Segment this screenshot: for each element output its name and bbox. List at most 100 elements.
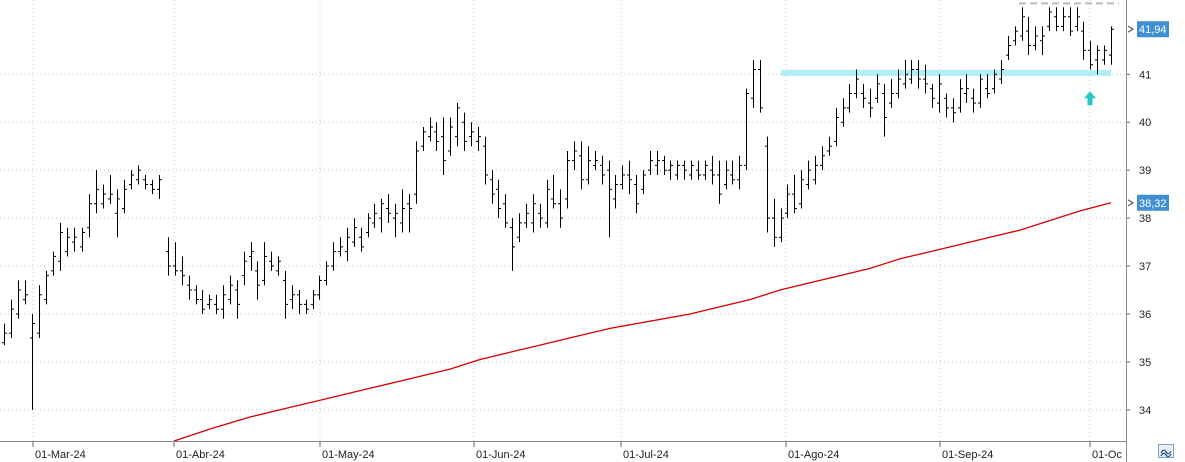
ohlc-bar (730, 160, 735, 185)
ohlc-bar (311, 290, 316, 310)
ohlc-bar (909, 59, 914, 84)
ohlc-bar (386, 194, 391, 223)
ohlc-bar (655, 150, 660, 175)
ohlc-bar (80, 227, 85, 252)
x-tick-label: 01-Oc (1092, 449, 1122, 461)
ohlc-bar (916, 59, 921, 89)
ohlc-bar (393, 203, 398, 238)
ohlc-bar (875, 74, 880, 104)
ohlc-bar (593, 150, 598, 171)
ma-value-tag-text: 38,32 (1139, 198, 1167, 210)
ohlc-bar (469, 122, 474, 147)
ohlc-bar (262, 242, 267, 286)
ohlc-bar (108, 174, 113, 204)
ohlc-bar (166, 237, 171, 276)
ohlc-bar (2, 323, 7, 346)
ohlc-bar (157, 174, 162, 199)
ohlc-bar (490, 170, 495, 204)
ohlc-bar (558, 189, 563, 228)
ohlc-bar (496, 179, 501, 219)
ohlc-bar (510, 218, 515, 271)
ohlc-bar (441, 117, 446, 175)
axes: 34 35 36 37 38 39 40 41 01-Mar-24 01-Abr-24 01-May… (0, 0, 1151, 462)
ohlc-bar (799, 170, 804, 209)
ohlc-bar (136, 165, 141, 185)
ohlc-bar (930, 83, 935, 108)
ohlc-bar (1088, 40, 1093, 70)
ohlc-bar (758, 59, 763, 113)
ohlc-bar (366, 213, 371, 238)
annotations: 41,94 38,32 (1084, 21, 1169, 211)
ohlc-bar (827, 136, 832, 156)
ohlc-bar (1054, 7, 1059, 32)
level-lines (781, 2, 1119, 76)
ohlc-bar (1068, 7, 1073, 36)
ohlc-bar (129, 170, 134, 190)
ohlc-bar (304, 299, 309, 314)
ohlc-bar (675, 160, 680, 180)
ohlc-bar (937, 74, 942, 113)
grid-lines (0, 0, 1126, 441)
ohlc-bar (187, 275, 192, 300)
ohlc-bar (400, 189, 405, 233)
y-tick-label: 38 (1139, 213, 1151, 225)
ohlc-bar (242, 251, 247, 286)
ohlc-bar (847, 83, 852, 113)
ohlc-bar (710, 155, 715, 185)
ohlc-bar (1013, 26, 1018, 46)
ohlc-bar (903, 59, 908, 89)
ohlc-bar (985, 74, 990, 99)
wave-icon (1160, 449, 1172, 457)
ohlc-bar (641, 170, 646, 195)
ohlc-bar (1040, 26, 1045, 56)
ohlc-bar (737, 155, 742, 190)
ohlc-bar (372, 203, 377, 228)
ohlc-bar (297, 290, 302, 314)
ohlc-bar (180, 256, 185, 286)
ohlc-bar (72, 227, 77, 252)
ohlc-bar (1102, 45, 1107, 65)
ohlc-bar (779, 208, 784, 243)
ohlc-bar (889, 79, 894, 108)
ohlc-bar (51, 251, 56, 276)
ohlc-bar (345, 227, 350, 262)
ohlc-bar (58, 222, 63, 271)
ohlc-bar (1026, 16, 1031, 56)
ohlc-bar (627, 160, 632, 195)
ohlc-bar (978, 74, 983, 108)
ohlc-bar (16, 280, 21, 319)
ohlc-bar (317, 275, 322, 300)
ohlc-bar (194, 285, 199, 305)
up-arrow-icon (1084, 91, 1096, 106)
ohlc-bar (476, 127, 481, 151)
ma-value-tag-box (1137, 194, 1169, 211)
ohlc-bar (861, 83, 866, 108)
ohlc-bar (37, 285, 42, 338)
y-tick-label: 37 (1139, 261, 1151, 273)
ohlc-bar (214, 294, 219, 314)
chart-menu-button[interactable] (1158, 444, 1174, 458)
ohlc-bar (958, 79, 963, 113)
x-tick-label: 01-Jul-24 (623, 449, 669, 461)
ohlc-bar (785, 184, 790, 219)
ohlc-bar (290, 285, 295, 310)
ohlc-bar (283, 270, 288, 319)
ohlc-bar (531, 194, 536, 233)
ohlc-bar (143, 174, 148, 190)
ohlc-bar (744, 88, 749, 171)
y-tick-label: 36 (1139, 309, 1151, 321)
y-tick-label: 40 (1139, 117, 1151, 129)
ohlc-bar (407, 194, 412, 233)
ohlc-bar (806, 160, 811, 190)
ohlc-bar (841, 98, 846, 128)
y-tick-label: 35 (1139, 357, 1151, 369)
ohlc-bar (951, 98, 956, 123)
ohlc-bar (269, 251, 274, 271)
ohlc-bar (235, 280, 240, 319)
x-tick-label: 01-Jun-24 (476, 449, 526, 461)
ohlc-bar (276, 256, 281, 276)
ohlc-bar (448, 117, 453, 156)
ohlc-bar (87, 194, 92, 238)
ohlc-bar (122, 179, 127, 214)
ohlc-bar (462, 112, 467, 151)
